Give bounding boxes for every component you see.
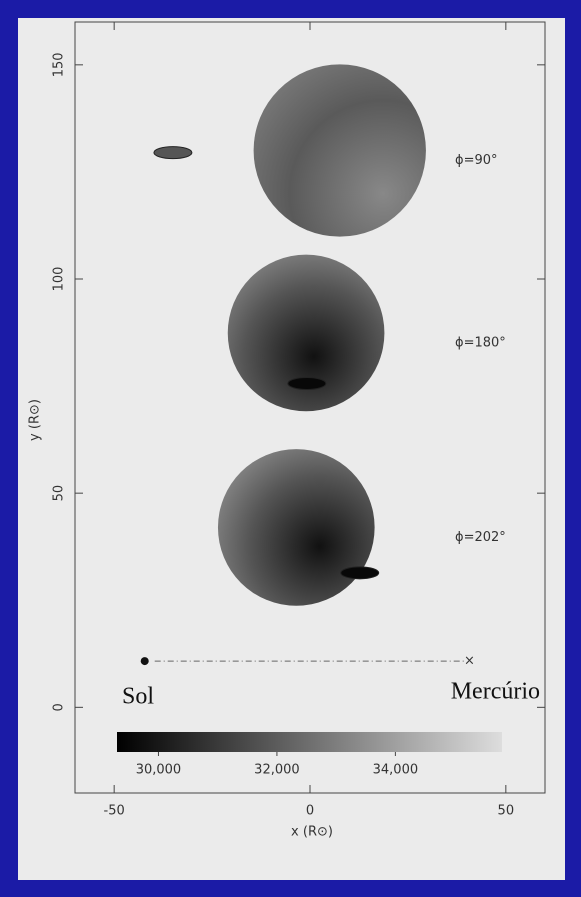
colorbar-tick-label: 32,000 [254,763,300,778]
y-tick-label: 50 [52,485,67,502]
x-tick-label: -50 [104,804,125,819]
sol-label: Sol [122,684,154,710]
colorbar [117,732,502,752]
star-sphere [254,64,426,236]
x-axis-label: x (R⊙) [291,825,333,840]
y-axis-label: y (R⊙) [28,399,43,441]
mercury-label: Mercúrio [451,679,540,705]
disk [288,378,326,390]
phase-label: ϕ=90° [455,153,498,168]
colorbar-tick-label: 34,000 [373,763,419,778]
phase-label: ϕ=180° [455,335,506,350]
mercury-marker: × [464,654,475,669]
colorbar-tick-label: 30,000 [136,763,182,778]
y-tick-label: 150 [52,52,67,77]
star-sphere [218,449,375,606]
x-tick-label: 50 [498,804,515,819]
y-tick-label: 100 [52,267,67,292]
figure: x (R⊙) y (R⊙) -50 0 50 0 50 100 150 ϕ=90° ϕ=180°… [0,0,581,897]
phase-label: ϕ=202° [455,530,506,545]
disk [154,147,192,159]
sol-marker [141,657,149,665]
disk [341,567,379,579]
x-tick-label: 0 [306,804,314,819]
y-tick-label: 0 [52,703,67,711]
